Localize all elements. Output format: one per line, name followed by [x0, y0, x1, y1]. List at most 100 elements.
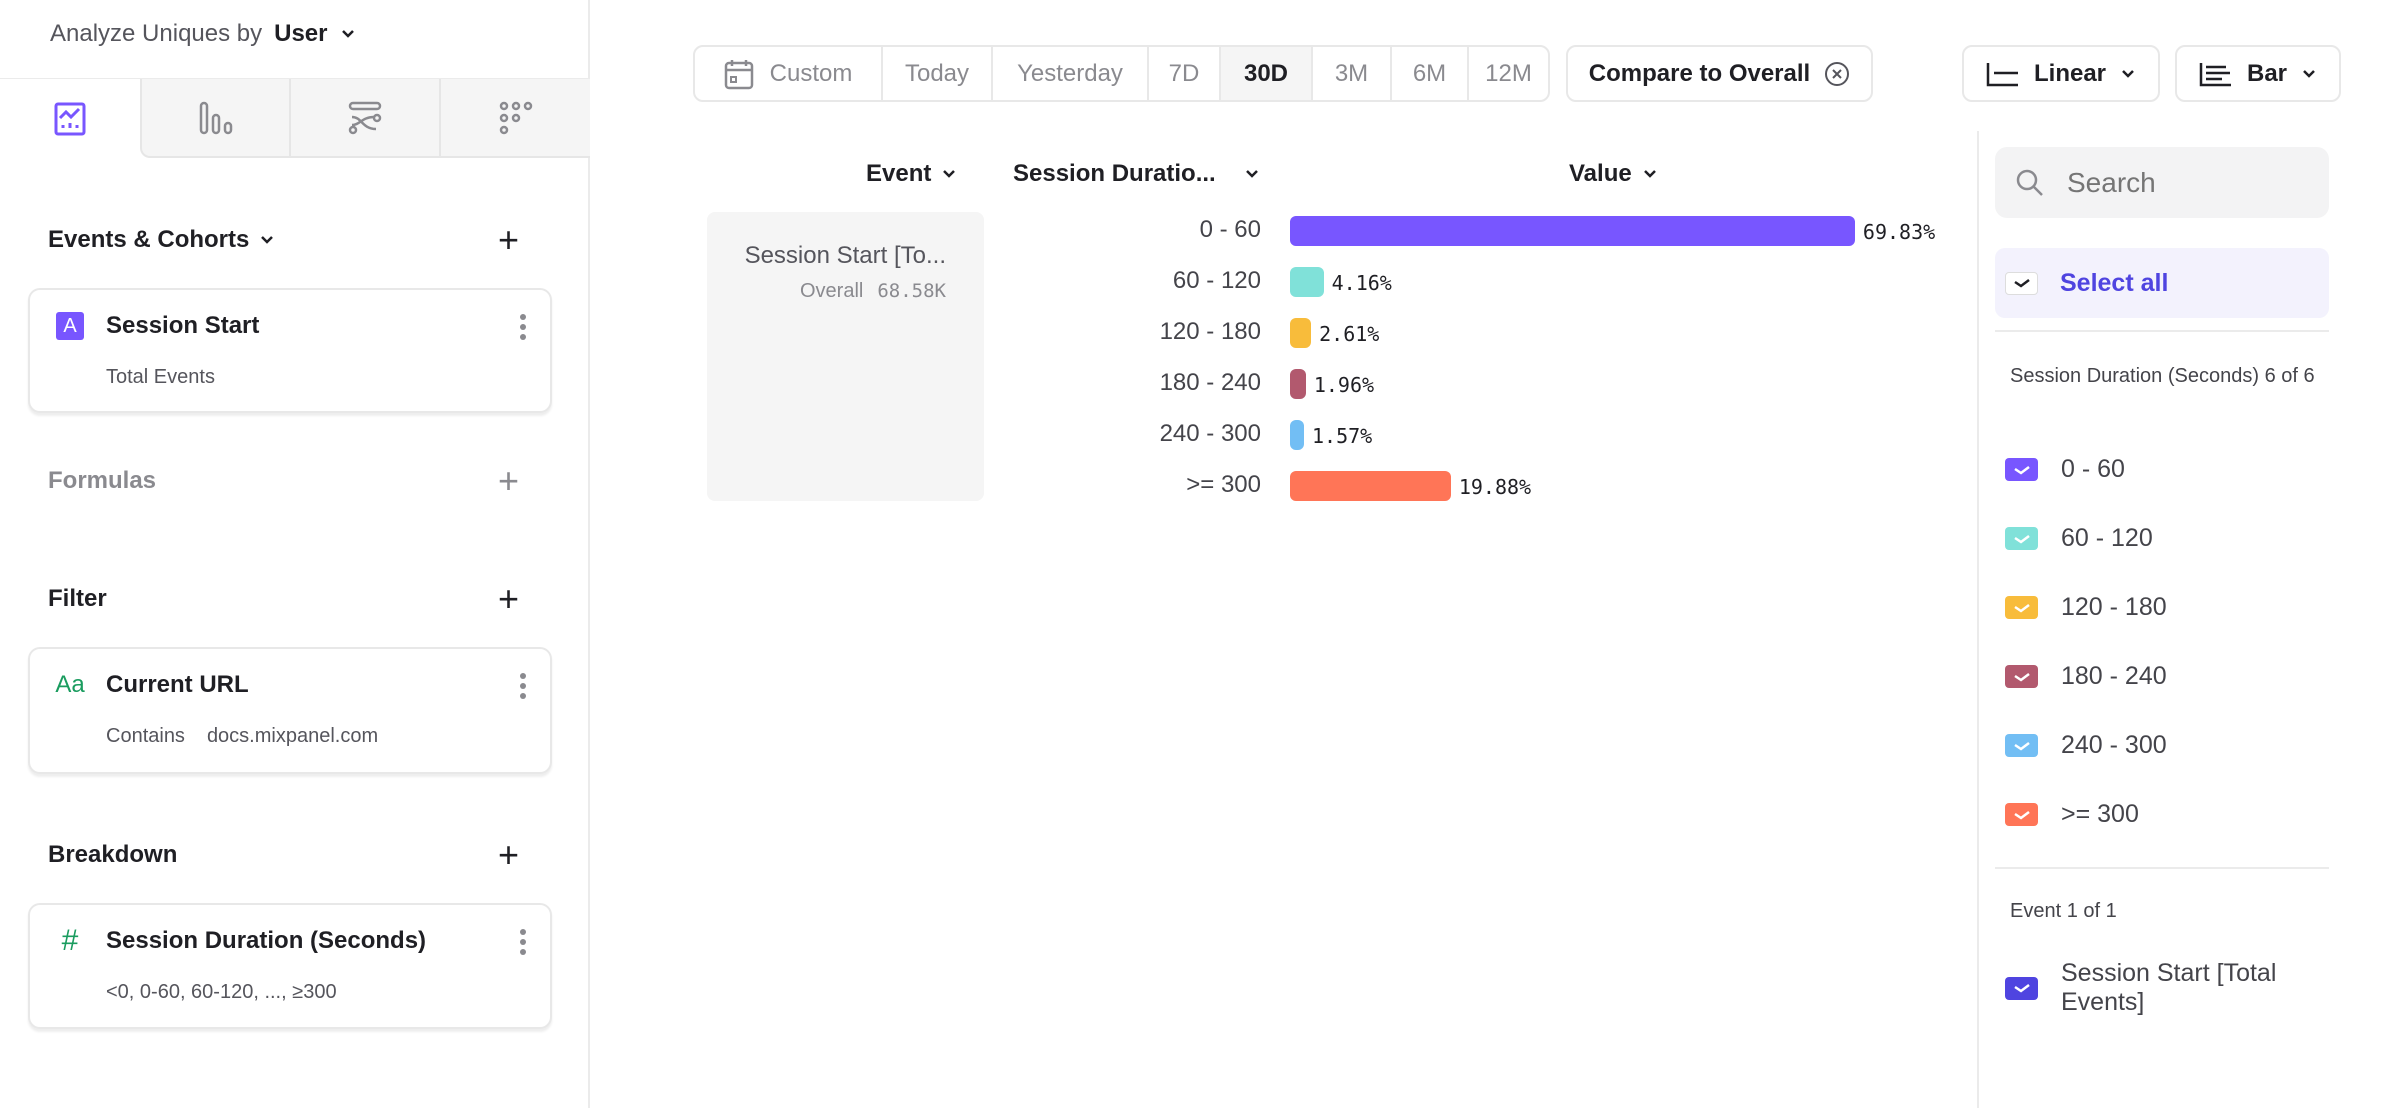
- add-filter-button[interactable]: +: [498, 578, 520, 619]
- funnels-icon: [199, 101, 232, 134]
- more-options-icon[interactable]: [520, 929, 526, 955]
- tab-retention[interactable]: [439, 79, 590, 158]
- checkbox[interactable]: [2005, 665, 2038, 688]
- date-range-today[interactable]: Today: [881, 47, 991, 100]
- more-options-icon[interactable]: [520, 673, 526, 699]
- chevron-down-icon: [341, 30, 354, 38]
- date-range-6m[interactable]: 6M: [1390, 47, 1467, 100]
- more-options-icon[interactable]: [520, 314, 526, 340]
- date-range-12m[interactable]: 12M: [1467, 47, 1548, 100]
- filter-value: docs.mixpanel.com: [206, 725, 379, 747]
- column-header-event[interactable]: Event: [866, 160, 957, 188]
- date-range-custom[interactable]: Custom: [695, 47, 881, 100]
- legend-item-event[interactable]: Session Start [Total Events]: [2005, 959, 2301, 1017]
- flows-icon: [348, 101, 382, 134]
- filter-card-current-url[interactable]: Aa Current URL Contains docs.mixpanel.com: [28, 647, 552, 774]
- date-range-3m[interactable]: 3M: [1311, 47, 1390, 100]
- bar-label: >= 300: [1186, 471, 1261, 498]
- compare-to-overall-button[interactable]: Compare to Overall: [1566, 45, 1873, 102]
- date-range-30d[interactable]: 30D: [1219, 47, 1311, 100]
- legend-item[interactable]: 180 - 240: [2005, 662, 2167, 691]
- bar[interactable]: [1290, 318, 1312, 348]
- legend-item-label: 0 - 60: [2061, 455, 2125, 483]
- bar-row[interactable]: >= 300 19.88%: [1100, 469, 1980, 503]
- breakdown-card-session-duration[interactable]: # Session Duration (Seconds) <0, 0-60, 6…: [28, 903, 552, 1029]
- filter-condition[interactable]: Contains docs.mixpanel.com: [106, 725, 378, 748]
- event-card-session-start[interactable]: A Session Start Total Events: [28, 288, 552, 413]
- event-title: Session Start: [106, 312, 260, 339]
- tab-funnels[interactable]: [140, 79, 289, 158]
- bar-label: 120 - 180: [1159, 318, 1261, 345]
- scale-selector[interactable]: Linear: [1962, 45, 2160, 102]
- bar[interactable]: [1290, 471, 1451, 501]
- checkbox[interactable]: [2005, 458, 2038, 481]
- check-icon: [2013, 465, 2030, 475]
- legend-item[interactable]: 0 - 60: [2005, 455, 2125, 484]
- bar-row[interactable]: 120 - 180 2.61%: [1100, 316, 1980, 350]
- check-icon: [2013, 279, 2030, 288]
- add-breakdown-button[interactable]: +: [498, 834, 520, 875]
- events-cohorts-title: Events & Cohorts: [48, 226, 250, 253]
- select-all-checkbox[interactable]: Select all: [1995, 248, 2329, 318]
- legend-panel: Select all Session Duration (Seconds) 6 …: [1977, 131, 2398, 1108]
- legend-item-label: 60 - 120: [2061, 524, 2153, 552]
- close-circle-icon[interactable]: [1824, 61, 1850, 87]
- legend-item-label: 120 - 180: [2061, 593, 2167, 621]
- insights-chart-icon: [54, 102, 86, 135]
- event-cell: Session Start [To... Overall 68.58K: [707, 212, 984, 501]
- compare-label: Compare to Overall: [1588, 59, 1811, 87]
- checkbox[interactable]: [2005, 527, 2038, 550]
- checkbox[interactable]: [2005, 271, 2038, 295]
- bar[interactable]: [1290, 420, 1304, 450]
- bar-row[interactable]: 0 - 60 69.83%: [1100, 214, 1980, 248]
- analyze-value: User: [274, 20, 328, 47]
- bar-label: 180 - 240: [1159, 369, 1261, 396]
- checkbox[interactable]: [2005, 734, 2038, 757]
- tab-flows[interactable]: [289, 79, 439, 158]
- legend-item-label: 180 - 240: [2061, 662, 2167, 690]
- bar-value-label: 19.88%: [1458, 475, 1532, 499]
- legend-item[interactable]: 120 - 180: [2005, 593, 2167, 622]
- events-cohorts-heading[interactable]: Events & Cohorts: [48, 226, 275, 254]
- date-range-7d[interactable]: 7D: [1147, 47, 1219, 100]
- chart-type-label: Bar: [2246, 59, 2288, 87]
- bar[interactable]: [1290, 216, 1855, 246]
- bar-row[interactable]: 60 - 120 4.16%: [1100, 265, 1980, 299]
- analyze-uniques-selector[interactable]: Analyze Uniques by User: [50, 20, 356, 48]
- checkbox[interactable]: [2005, 803, 2038, 826]
- column-header-value[interactable]: Value: [1569, 160, 1658, 188]
- add-event-button[interactable]: +: [498, 219, 520, 260]
- filter-property: Current URL: [106, 671, 249, 698]
- date-range-yesterday[interactable]: Yesterday: [991, 47, 1147, 100]
- check-icon: [2013, 534, 2030, 544]
- query-builder-sidebar: Analyze Uniques by User Events & Cohorts…: [0, 0, 590, 1108]
- tab-insights[interactable]: [0, 79, 140, 158]
- check-icon: [2013, 603, 2030, 613]
- legend-item[interactable]: >= 300: [2005, 800, 2139, 829]
- column-label: Value: [1569, 160, 1632, 187]
- event-group-title: Event 1 of 1: [2010, 900, 2117, 922]
- horizontal-bar-chart-icon: [2199, 62, 2231, 86]
- legend-search[interactable]: [1995, 147, 2329, 218]
- breakdown-buckets[interactable]: <0, 0-60, 60-120, ..., ≥300: [106, 981, 337, 1003]
- chart-type-selector[interactable]: Bar: [2175, 45, 2341, 102]
- date-range-label: Custom: [769, 59, 853, 87]
- column-header-session-duration[interactable]: Session Duratio...: [1013, 160, 1260, 188]
- legend-item-label: >= 300: [2061, 800, 2139, 828]
- event-name: Session Start [To...: [744, 242, 946, 269]
- bar-row[interactable]: 240 - 300 1.57%: [1100, 418, 1980, 452]
- legend-group-title: Session Duration (Seconds) 6 of 6: [2010, 365, 2315, 387]
- bar-row[interactable]: 180 - 240 1.96%: [1100, 367, 1980, 401]
- search-input[interactable]: [2067, 166, 2307, 199]
- check-icon: [2013, 984, 2030, 993]
- check-icon: [2013, 672, 2030, 682]
- checkbox[interactable]: [2005, 596, 2038, 619]
- legend-item[interactable]: 60 - 120: [2005, 524, 2153, 553]
- event-measure[interactable]: Total Events: [106, 366, 215, 388]
- bar[interactable]: [1290, 267, 1324, 297]
- legend-item[interactable]: 240 - 300: [2005, 731, 2167, 760]
- bar[interactable]: [1290, 369, 1306, 399]
- checkbox[interactable]: [2005, 976, 2038, 1000]
- divider: [1995, 330, 2329, 332]
- add-formula-button[interactable]: +: [498, 460, 520, 501]
